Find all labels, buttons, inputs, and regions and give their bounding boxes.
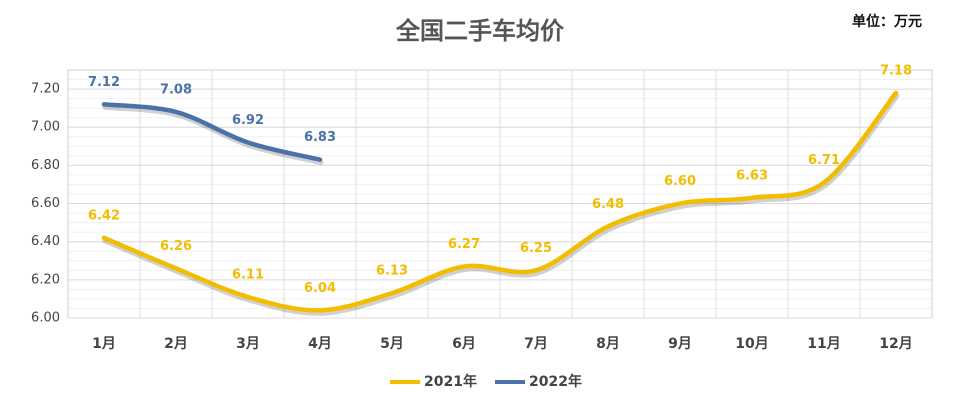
chart-title: 全国二手车均价 (395, 17, 565, 45)
data-label: 6.11 (232, 268, 264, 283)
x-tick-label: 3月 (236, 336, 260, 352)
y-tick-label: 7.20 (31, 82, 60, 97)
data-label: 6.27 (448, 237, 480, 252)
x-tick-label: 7月 (524, 336, 548, 352)
y-tick-label: 6.20 (31, 272, 60, 287)
legend-label: 2022年 (529, 373, 582, 390)
y-tick-label: 6.00 (31, 311, 60, 326)
data-label: 6.48 (592, 197, 624, 212)
y-tick-label: 6.60 (31, 196, 60, 211)
data-label: 7.08 (160, 82, 192, 97)
x-tick-label: 2月 (164, 336, 188, 352)
y-tick-label: 6.40 (31, 234, 60, 249)
series-line (101, 90, 899, 313)
x-tick-label: 1月 (92, 336, 116, 352)
x-tick-label: 4月 (308, 336, 332, 352)
data-label: 6.92 (232, 113, 264, 128)
x-tick-label: 11月 (807, 336, 840, 352)
line-shadow (102, 104, 324, 166)
data-label: 6.04 (304, 281, 336, 296)
data-label: 6.83 (304, 130, 336, 145)
series-line (101, 102, 323, 162)
x-tick-label: 9月 (668, 336, 692, 352)
x-tick-label: 6月 (452, 336, 476, 352)
y-tick-label: 6.80 (31, 158, 60, 173)
y-tick-label: 7.00 (31, 120, 60, 135)
data-label: 6.26 (160, 239, 192, 254)
data-label: 6.71 (808, 153, 840, 168)
data-label: 6.42 (88, 208, 120, 223)
line-shadow (102, 93, 900, 316)
data-label: 7.18 (880, 63, 912, 78)
data-label: 6.13 (376, 264, 408, 279)
x-tick-label: 10月 (735, 336, 768, 352)
x-tick-label: 5月 (380, 336, 404, 352)
unit-note: 单位：万元 (852, 13, 922, 30)
x-tick-label: 8月 (596, 336, 620, 352)
data-label: 6.25 (520, 241, 552, 256)
data-label: 6.60 (664, 174, 696, 189)
x-tick-label: 12月 (879, 336, 912, 352)
data-label: 6.63 (736, 168, 768, 183)
legend-label: 2021年 (424, 373, 477, 390)
data-label: 7.12 (88, 75, 120, 90)
